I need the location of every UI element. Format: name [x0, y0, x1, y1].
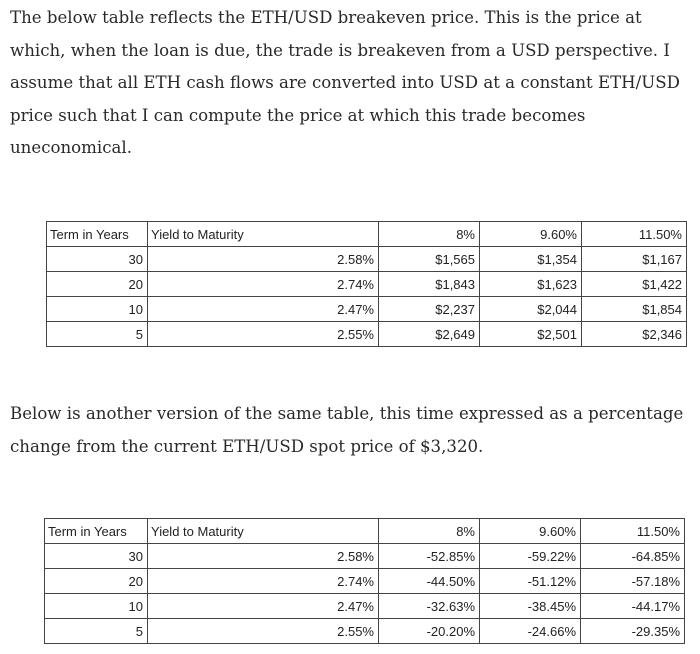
cell: 10	[46, 296, 148, 322]
header-row: Term in Years Yield to Maturity 8% 9.60% 11.…	[44, 518, 685, 544]
cell: 10	[44, 593, 148, 619]
cell: $1,422	[581, 271, 687, 297]
cell: 2.55%	[147, 618, 379, 644]
cell: -51.12%	[479, 568, 581, 594]
cell: 2.47%	[147, 296, 379, 322]
cell: 2.74%	[147, 271, 379, 297]
cell: 30	[44, 543, 148, 569]
cell: 2.58%	[147, 246, 379, 272]
cell: -64.85%	[580, 543, 685, 569]
cell: $2,237	[378, 296, 480, 322]
cell: 2.47%	[147, 593, 379, 619]
cell: 2.55%	[147, 321, 379, 347]
cell: 20	[46, 271, 148, 297]
header-cell: Term in Years	[46, 221, 148, 247]
cell: 5	[46, 321, 148, 347]
cell: -44.17%	[580, 593, 685, 619]
cell: $2,649	[378, 321, 480, 347]
header-cell: Yield to Maturity	[147, 518, 379, 544]
header-cell: 11.50%	[580, 518, 685, 544]
header-cell: Yield to Maturity	[147, 221, 379, 247]
cell: $2,501	[479, 321, 582, 347]
cell: -29.35%	[580, 618, 685, 644]
cell: $1,565	[378, 246, 480, 272]
header-row: Term in Years Yield to Maturity 8% 9.60% 11.…	[46, 221, 687, 247]
data-row: 5 2.55% $2,649 $2,501 $2,346	[46, 321, 687, 347]
cell: 20	[44, 568, 148, 594]
breakeven-table: Term in Years Yield to Maturity 8% 9.60% 11.…	[46, 221, 687, 347]
header-cell: 9.60%	[479, 221, 582, 247]
cell: -24.66%	[479, 618, 581, 644]
percentage-table: Term in Years Yield to Maturity 8% 9.60% 11.…	[44, 518, 685, 644]
paragraph: Below is another version of the same tab…	[10, 404, 684, 456]
data-row: 10 2.47% -32.63% -38.45% -44.17%	[44, 593, 685, 619]
header-cell: Term in Years	[44, 518, 148, 544]
cell: -44.50%	[378, 568, 480, 594]
header-cell: 9.60%	[479, 518, 581, 544]
data-row: 5 2.55% -20.20% -24.66% -29.35%	[44, 618, 685, 644]
cell: -20.20%	[378, 618, 480, 644]
cell: $1,354	[479, 246, 582, 272]
cell: -52.85%	[378, 543, 480, 569]
cell: $1,843	[378, 271, 480, 297]
cell: 2.74%	[147, 568, 379, 594]
header-cell: 8%	[378, 518, 480, 544]
cell: 30	[46, 246, 148, 272]
data-row: 30 2.58% $1,565 $1,354 $1,167	[46, 246, 687, 272]
paragraph: The below table reflects the ETH/USD bre…	[10, 8, 680, 157]
cell: $1,854	[581, 296, 687, 322]
cell: 2.58%	[147, 543, 379, 569]
cell: -59.22%	[479, 543, 581, 569]
cell: -38.45%	[479, 593, 581, 619]
cell: $2,044	[479, 296, 582, 322]
data-row: 20 2.74% $1,843 $1,623 $1,422	[46, 271, 687, 297]
cell: $1,167	[581, 246, 687, 272]
cell: 5	[44, 618, 148, 644]
data-row: 30 2.58% -52.85% -59.22% -64.85%	[44, 543, 685, 569]
cell: $2,346	[581, 321, 687, 347]
data-row: 20 2.74% -44.50% -51.12% -57.18%	[44, 568, 685, 594]
cell: $1,623	[479, 271, 582, 297]
cell: -57.18%	[580, 568, 685, 594]
data-row: 10 2.47% $2,237 $2,044 $1,854	[46, 296, 687, 322]
header-cell: 8%	[378, 221, 480, 247]
cell: -32.63%	[378, 593, 480, 619]
header-cell: 11.50%	[581, 221, 687, 247]
